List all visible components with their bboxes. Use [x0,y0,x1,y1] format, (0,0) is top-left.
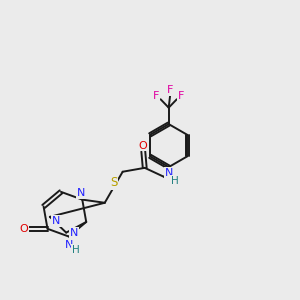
Text: N: N [64,240,73,250]
Text: F: F [178,91,184,101]
Text: S: S [110,176,117,189]
Text: N: N [76,188,85,198]
Text: F: F [153,91,159,101]
Text: H: H [71,245,79,255]
Text: F: F [167,85,173,95]
Text: N: N [52,216,61,226]
Text: H: H [171,176,178,185]
Text: O: O [138,140,147,151]
Text: O: O [19,224,28,234]
Text: N: N [165,168,173,178]
Text: N: N [70,228,78,238]
